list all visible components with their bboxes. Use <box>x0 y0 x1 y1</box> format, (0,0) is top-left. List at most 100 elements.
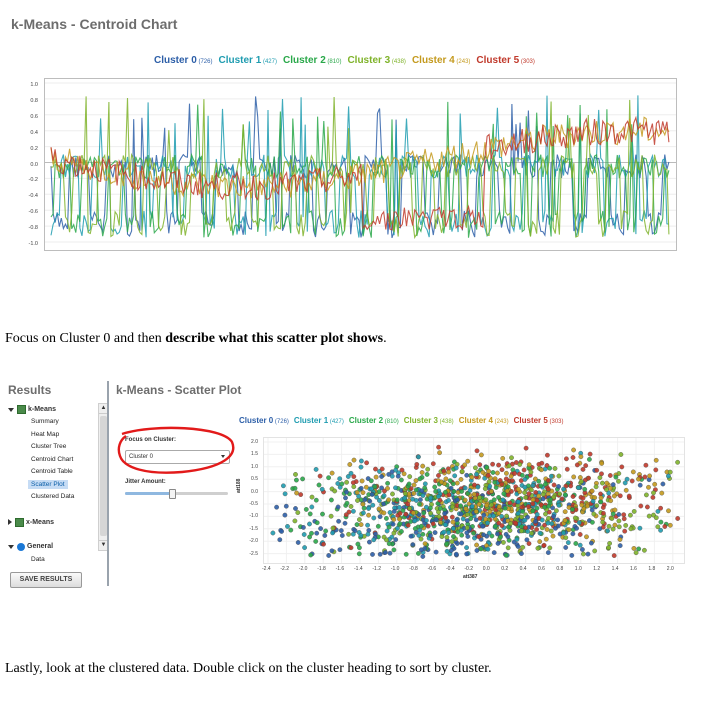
legend-count: (303) <box>519 59 535 65</box>
scatter-point <box>526 541 532 547</box>
chevron-down-icon[interactable] <box>8 407 14 412</box>
scatter-point <box>650 495 656 500</box>
scatter-point <box>616 478 621 484</box>
scatter-point <box>444 534 450 540</box>
sidebar-item-scatter-plot[interactable]: Scatter Plot <box>28 479 68 489</box>
scatter-point <box>450 519 456 525</box>
scatter-point <box>481 512 487 518</box>
chevron-right-icon[interactable] <box>8 519 12 525</box>
sidebar-item-summary[interactable]: Summary <box>31 418 59 425</box>
scatter-point <box>544 452 550 458</box>
scatter-point <box>520 509 525 514</box>
results-group-x-means[interactable]: x-Means <box>8 517 54 527</box>
scatter-point <box>490 461 496 467</box>
scatter-point <box>577 475 583 480</box>
scatter-point <box>505 492 511 498</box>
results-group-k-means[interactable]: k-Means <box>8 405 56 414</box>
scatter-point <box>454 497 460 503</box>
scatter-point <box>344 500 350 506</box>
scatter-point <box>410 542 416 548</box>
chevron-down-icon[interactable] <box>221 455 225 458</box>
legend-item-cluster-4[interactable]: Cluster 4 (243) <box>459 416 509 425</box>
sidebar-item-data[interactable]: Data <box>31 555 45 563</box>
scatter-point <box>564 466 570 472</box>
scatter-plot-area[interactable] <box>263 437 685 564</box>
instruction-focus: Focus on Cluster 0 and then describe wha… <box>5 331 387 347</box>
panel-divider[interactable] <box>107 381 109 586</box>
sidebar-item-centroid-chart[interactable]: Centroid Chart <box>31 455 74 463</box>
jitter-slider[interactable] <box>125 489 228 499</box>
scatter-point <box>593 484 599 490</box>
scatter-point <box>437 450 443 456</box>
scatter-point <box>488 488 494 494</box>
scatter-point <box>382 488 387 494</box>
legend-item-cluster-5[interactable]: Cluster 5 (303) <box>514 416 564 425</box>
scatter-point <box>379 474 385 479</box>
scatter-point <box>386 497 392 503</box>
legend-item-cluster-2[interactable]: Cluster 2 (810) <box>349 416 399 425</box>
scatter-point <box>536 461 542 467</box>
scatter-point <box>385 486 390 491</box>
scatter-point <box>317 473 323 479</box>
scatter-point <box>319 486 325 492</box>
scatter-point <box>495 531 500 537</box>
scatter-point <box>584 503 590 509</box>
scatter-y-axis-label: att188 <box>236 478 242 493</box>
scatter-point <box>584 534 589 540</box>
scatter-point <box>385 480 391 486</box>
sidebar-item-heat-map[interactable]: Heat Map <box>31 430 60 438</box>
scatter-point <box>473 509 479 514</box>
scatter-point <box>302 545 307 551</box>
sidebar-item-centroid-table[interactable]: Centroid Table <box>31 468 73 475</box>
results-title: Results <box>8 383 52 397</box>
scatter-point <box>379 466 385 472</box>
legend-item-cluster-3[interactable]: Cluster 3 (438) <box>404 416 454 425</box>
scatter-point <box>500 455 506 461</box>
scatter-point <box>646 484 651 490</box>
scatter-y-tick: 0.0 <box>251 488 258 495</box>
legend-item-cluster-5[interactable]: Cluster 5 (303) <box>476 55 534 66</box>
scatter-point <box>314 520 320 526</box>
scatter-point <box>529 530 535 536</box>
legend-item-cluster-2[interactable]: Cluster 2 (810) <box>283 55 341 66</box>
scatter-point <box>314 530 320 536</box>
scatter-point <box>638 503 644 509</box>
scroll-up-icon[interactable]: ▲ <box>99 404 108 414</box>
scatter-point <box>491 513 496 519</box>
scatter-point <box>539 517 545 523</box>
scatter-point <box>464 545 470 551</box>
legend-item-cluster-1[interactable]: Cluster 1 (427) <box>218 55 276 66</box>
scatter-point <box>665 473 671 479</box>
results-group-general[interactable]: General <box>8 542 53 551</box>
legend-item-cluster-3[interactable]: Cluster 3 (438) <box>347 55 405 66</box>
scatter-point <box>322 533 328 538</box>
scatter-point <box>288 527 294 533</box>
y-tick-label: 0.4 <box>30 129 38 136</box>
scatter-point <box>526 504 531 510</box>
scatter-point <box>459 469 465 474</box>
chevron-down-icon[interactable] <box>8 544 14 549</box>
scatter-point <box>588 540 594 546</box>
focus-cluster-select[interactable]: Cluster 0 <box>125 450 230 464</box>
scatter-point <box>559 496 565 502</box>
scatter-point <box>436 444 442 450</box>
scatter-point <box>274 504 280 510</box>
legend-item-cluster-1[interactable]: Cluster 1 (427) <box>294 416 344 425</box>
sidebar-item-clustered-data[interactable]: Clustered Data <box>31 493 75 500</box>
scatter-point <box>410 510 416 516</box>
jitter-slider-thumb[interactable] <box>169 489 177 499</box>
save-results-button[interactable]: SAVE RESULTS <box>10 572 82 588</box>
scatter-point <box>373 466 378 472</box>
scatter-point <box>359 478 365 484</box>
legend-item-cluster-4[interactable]: Cluster 4 (243) <box>412 55 470 66</box>
legend-item-cluster-0[interactable]: Cluster 0 (726) <box>239 416 289 425</box>
sidebar-item-cluster-tree[interactable]: Cluster Tree <box>31 443 67 450</box>
jitter-slider-fill <box>125 492 172 495</box>
scroll-down-icon[interactable]: ▼ <box>99 540 108 548</box>
scatter-point <box>413 487 419 493</box>
scatter-point <box>589 507 595 513</box>
legend-item-cluster-0[interactable]: Cluster 0 (726) <box>154 55 212 66</box>
scrollbar-thumb[interactable] <box>100 416 107 536</box>
scatter-point <box>553 508 559 514</box>
scatter-point <box>453 465 459 471</box>
